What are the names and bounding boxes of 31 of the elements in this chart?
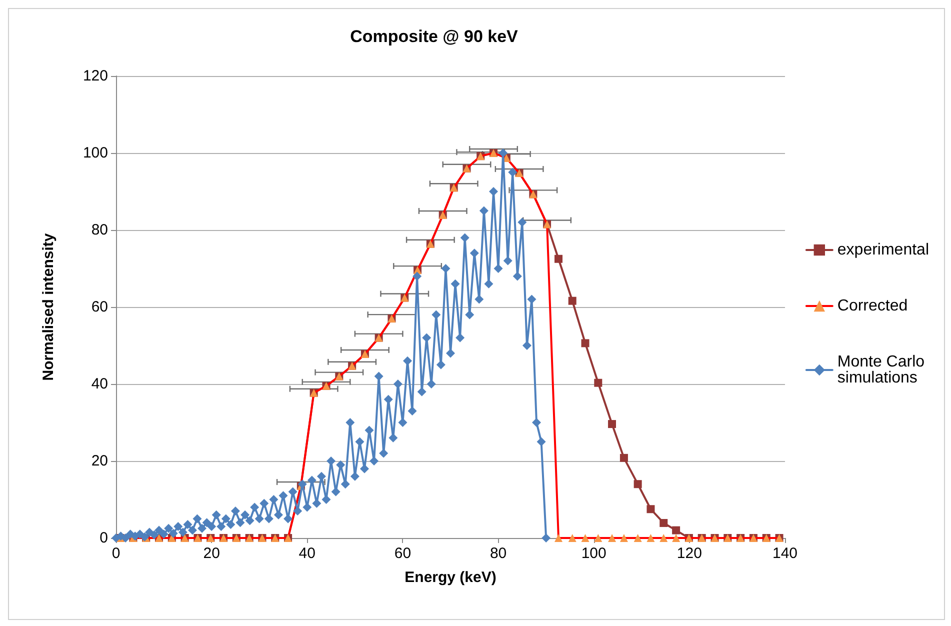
- y-tick-label: 120: [82, 68, 108, 84]
- x-tick-label: 80: [490, 545, 507, 562]
- point: [608, 420, 616, 428]
- point: [581, 339, 590, 348]
- y-tick-label: 80: [91, 222, 108, 238]
- point: [646, 505, 655, 514]
- point: [554, 254, 562, 263]
- point: [594, 378, 602, 387]
- y-tick-label: 40: [91, 376, 108, 392]
- legend-label: Monte Carlo simulations: [837, 354, 929, 386]
- point: [620, 454, 628, 462]
- y-tick-label: 20: [91, 452, 108, 470]
- point: [634, 480, 642, 488]
- legend-label: experimental: [837, 242, 930, 258]
- y-tick-label: 60: [91, 298, 108, 316]
- x-tick-label: 60: [394, 545, 412, 562]
- x-tick-label: 20: [203, 545, 220, 562]
- x-tick-label: 100: [581, 545, 606, 562]
- point: [660, 518, 668, 527]
- x-tick-label: 40: [298, 545, 316, 562]
- y-tick-label: 0: [100, 530, 108, 546]
- point: [568, 296, 576, 305]
- chart-title: Composite @ 90 keV: [350, 27, 519, 46]
- point: [672, 526, 680, 534]
- y-axis-title: Normalised intensity: [40, 232, 57, 381]
- legend-label: Corrected: [837, 298, 908, 314]
- x-axis-title: Energy (keV): [404, 569, 496, 586]
- x-tick-label: 140: [772, 545, 798, 562]
- x-tick-label: 0: [112, 545, 120, 562]
- y-tick-label: 100: [82, 144, 108, 162]
- x-tick-label: 120: [676, 545, 702, 562]
